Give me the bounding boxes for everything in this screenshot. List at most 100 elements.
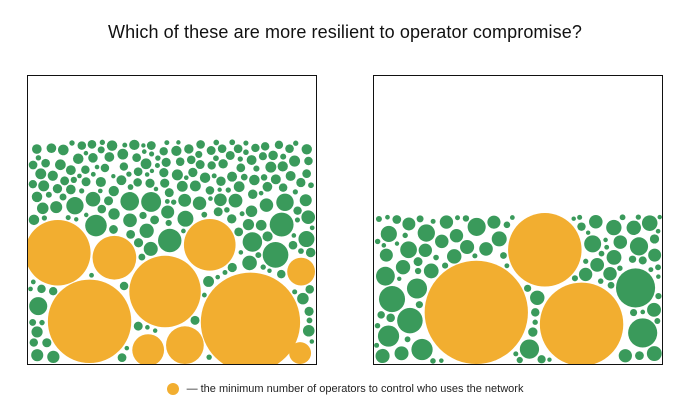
network-node-circle	[635, 214, 641, 220]
network-node-circle	[234, 227, 244, 237]
network-node-circle	[41, 215, 48, 221]
network-node-circle	[516, 356, 523, 364]
network-node-circle	[305, 247, 316, 258]
network-node-circle	[293, 206, 302, 215]
network-node-circle	[414, 267, 422, 275]
page-title: Which of these are more resilient to ope…	[108, 22, 582, 42]
network-node-circle	[45, 191, 52, 198]
network-node-circle	[138, 253, 146, 261]
network-node-circle	[85, 214, 107, 237]
network-node-circle	[225, 150, 235, 160]
network-node-circle	[262, 242, 289, 268]
network-node-circle	[81, 165, 90, 175]
network-node-circle	[133, 321, 143, 331]
network-node-circle	[149, 168, 155, 174]
network-node-circle	[649, 234, 660, 244]
network-node-circle	[108, 185, 119, 197]
network-node-circle	[31, 349, 44, 362]
network-node-circle	[604, 244, 610, 250]
network-node-circle	[215, 274, 221, 280]
network-node-circle	[171, 169, 183, 181]
network-node-circle	[309, 225, 315, 231]
network-node-circle	[255, 252, 262, 259]
network-node-circle	[292, 189, 298, 195]
network-node-circle	[139, 211, 147, 220]
network-node-circle	[205, 186, 215, 195]
network-node-circle	[59, 193, 67, 201]
network-node-circle	[418, 243, 433, 257]
network-node-circle	[439, 358, 444, 363]
network-node-circle	[50, 201, 63, 214]
network-node-circle	[143, 241, 158, 256]
network-node-circle	[607, 281, 615, 289]
network-node-circle	[291, 233, 297, 238]
network-node-circle	[117, 148, 129, 160]
network-node-circle	[613, 235, 628, 249]
network-node-circle	[455, 215, 460, 221]
network-node-circle	[104, 196, 114, 206]
operator-circle	[129, 255, 201, 328]
network-node-circle	[276, 193, 294, 212]
network-node-circle	[654, 318, 661, 324]
network-node-circle	[145, 178, 155, 188]
network-node-circle	[144, 172, 150, 177]
network-node-circle	[30, 279, 36, 285]
network-node-circle	[141, 143, 146, 148]
network-node-circle	[126, 229, 136, 239]
network-node-circle	[47, 350, 60, 364]
network-node-circle	[145, 325, 150, 330]
network-node-circle	[164, 140, 170, 146]
network-node-circle	[577, 214, 583, 220]
network-node-circle	[81, 177, 91, 187]
network-node-circle	[375, 215, 382, 222]
network-node-circle	[242, 255, 257, 271]
operator-circle	[424, 260, 528, 364]
network-node-circle	[60, 176, 70, 186]
network-node-circle	[190, 315, 200, 325]
network-node-circle	[397, 307, 423, 334]
network-node-circle	[28, 160, 38, 170]
network-node-circle	[618, 349, 632, 363]
network-node-circle	[262, 231, 273, 242]
network-node-circle	[224, 207, 230, 213]
network-node-circle	[222, 269, 228, 275]
network-node-circle	[97, 146, 105, 154]
network-node-circle	[262, 181, 273, 192]
network-node-circle	[116, 175, 127, 186]
network-node-circle	[404, 336, 411, 343]
network-node-circle	[260, 264, 266, 270]
network-node-circle	[532, 319, 538, 325]
network-node-circle	[203, 276, 215, 287]
network-node-circle	[119, 162, 129, 171]
network-node-circle	[120, 192, 140, 211]
network-node-circle	[606, 219, 622, 236]
network-node-circle	[206, 354, 212, 360]
network-node-circle	[146, 141, 156, 150]
network-node-circle	[395, 260, 411, 275]
network-node-circle	[302, 169, 311, 179]
operator-circle	[289, 342, 312, 364]
network-node-circle	[462, 215, 470, 222]
network-node-circle	[83, 150, 89, 156]
network-node-circle	[155, 155, 161, 161]
network-node-circle	[28, 179, 38, 189]
network-node-circle	[305, 285, 315, 294]
network-node-circle	[304, 156, 313, 166]
network-node-circle	[531, 308, 540, 317]
network-node-circle	[99, 139, 106, 146]
network-node-circle	[52, 184, 63, 194]
network-node-circle	[154, 163, 160, 169]
network-node-circle	[378, 286, 406, 313]
network-node-circle	[285, 170, 296, 181]
network-node-circle	[79, 188, 85, 194]
network-node-circle	[628, 318, 658, 348]
network-node-circle	[402, 232, 408, 239]
network-node-circle	[380, 225, 397, 243]
network-node-circle	[439, 215, 454, 229]
right-panel	[373, 75, 663, 365]
network-node-circle	[65, 215, 71, 221]
network-node-circle	[258, 190, 264, 196]
network-node-circle	[376, 266, 395, 286]
network-node-circle	[31, 144, 42, 154]
network-node-circle	[119, 281, 129, 291]
